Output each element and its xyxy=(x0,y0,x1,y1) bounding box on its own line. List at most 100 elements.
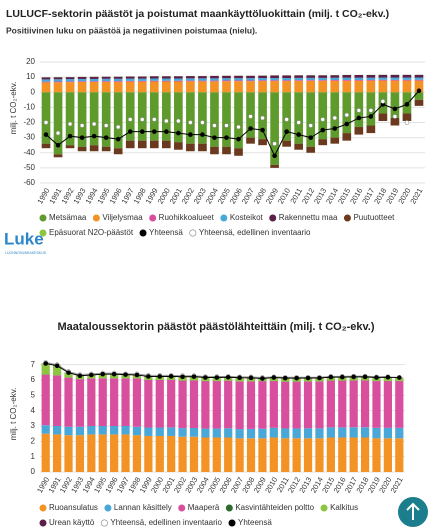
y-tick-label: 4 xyxy=(31,406,36,415)
bar-segment xyxy=(161,140,171,149)
bar-segment xyxy=(75,379,85,427)
bar-segment xyxy=(258,78,267,81)
legend-label: Yhteensä, edellinen inventaario xyxy=(199,228,311,237)
bar-segment xyxy=(270,92,279,165)
point xyxy=(176,118,181,124)
arrow-icon[interactable] xyxy=(406,502,420,520)
point xyxy=(100,371,106,377)
legend-marker xyxy=(139,229,147,237)
bar-segment xyxy=(113,81,123,82)
bar-segment xyxy=(210,75,219,79)
bar-segment xyxy=(360,427,370,438)
bar-segment xyxy=(198,81,207,93)
point xyxy=(123,372,128,377)
legend-item: Urean käyttö xyxy=(39,518,95,527)
bar-segment xyxy=(338,427,347,438)
bar-segment xyxy=(354,77,364,80)
point xyxy=(332,115,338,121)
bar-segment xyxy=(222,146,231,155)
bar-segment xyxy=(149,140,159,149)
point xyxy=(103,123,109,128)
point xyxy=(188,120,193,125)
legend-marker xyxy=(343,214,351,222)
bar-segment xyxy=(258,139,267,146)
bar-segment xyxy=(246,438,256,472)
bar-segment xyxy=(282,78,291,81)
bar-segment xyxy=(212,428,221,438)
bar-segment xyxy=(372,438,381,472)
point xyxy=(111,371,117,377)
bar-segment xyxy=(366,80,376,93)
bar-segment xyxy=(101,81,111,93)
legend-label: Ruohikkoalueet xyxy=(159,213,215,222)
point xyxy=(127,117,133,122)
chart-subtitle: Positiivinen luku on päästöä ja negatiiv… xyxy=(6,25,257,35)
legend-marker xyxy=(228,519,236,527)
point xyxy=(248,375,254,381)
point xyxy=(203,375,208,380)
x-tick-label: 2021 xyxy=(389,475,405,494)
bar-segment xyxy=(149,76,159,79)
bar-segment xyxy=(65,92,75,146)
bar-segment xyxy=(222,92,231,147)
bar-segment xyxy=(224,437,233,472)
bar-segment xyxy=(306,75,316,78)
bar-segment xyxy=(186,76,195,79)
bar-segment xyxy=(222,78,231,81)
point xyxy=(43,361,49,366)
bar-segment xyxy=(246,381,256,429)
point xyxy=(320,127,326,133)
y-axis-label: milj. t CO₂-ekv. xyxy=(9,388,18,441)
bar-segment xyxy=(41,433,50,472)
bar-segment xyxy=(101,78,111,82)
legend-item: Lannan käsittely xyxy=(104,503,172,512)
bar-segment xyxy=(402,80,412,93)
legend-label: Ruoansulatus xyxy=(49,503,98,512)
bar-segment xyxy=(269,437,278,472)
bar-segment xyxy=(87,434,96,472)
legend-marker xyxy=(178,504,186,512)
bar-segment xyxy=(294,143,304,150)
point xyxy=(164,118,169,124)
legend-label: Urean käyttö xyxy=(49,518,95,527)
bar-segment xyxy=(87,426,96,435)
bar-segment xyxy=(155,427,164,436)
y-tick-label: 1 xyxy=(31,452,36,461)
bar-segment xyxy=(270,81,279,93)
bar-segment xyxy=(41,92,51,144)
bar-segment xyxy=(222,81,231,93)
bar-segment xyxy=(318,92,328,140)
scroll-top-button[interactable] xyxy=(398,497,428,527)
bar-segment xyxy=(98,426,107,435)
bar-segment xyxy=(390,77,400,80)
point xyxy=(284,129,289,134)
legend-marker xyxy=(189,229,197,237)
point xyxy=(188,132,193,137)
bar-segment xyxy=(390,92,400,118)
bar-segment xyxy=(366,125,376,134)
bar-segment xyxy=(113,92,123,149)
bar-segment xyxy=(258,438,267,472)
bar-segment xyxy=(75,435,85,472)
bar-segment xyxy=(414,74,424,78)
point xyxy=(282,375,288,381)
bar-segment xyxy=(210,81,219,93)
bar-segment xyxy=(342,133,352,141)
bar-segment xyxy=(53,154,63,158)
legend-item: Yhteensä xyxy=(228,518,272,527)
legend-marker xyxy=(39,214,47,222)
bar-segment xyxy=(235,381,244,430)
point xyxy=(260,127,265,133)
point xyxy=(296,120,301,125)
point xyxy=(308,135,314,140)
bar-segment xyxy=(315,428,324,439)
bar-segment xyxy=(41,374,50,426)
legend-item: Metsämaa xyxy=(39,213,87,222)
bar-segment xyxy=(101,81,111,82)
y-tick-label: -20 xyxy=(23,118,35,127)
point xyxy=(328,374,334,380)
bar-segment xyxy=(186,80,195,82)
point xyxy=(168,374,174,379)
y-tick-label: 0 xyxy=(31,467,36,476)
point xyxy=(272,153,277,159)
